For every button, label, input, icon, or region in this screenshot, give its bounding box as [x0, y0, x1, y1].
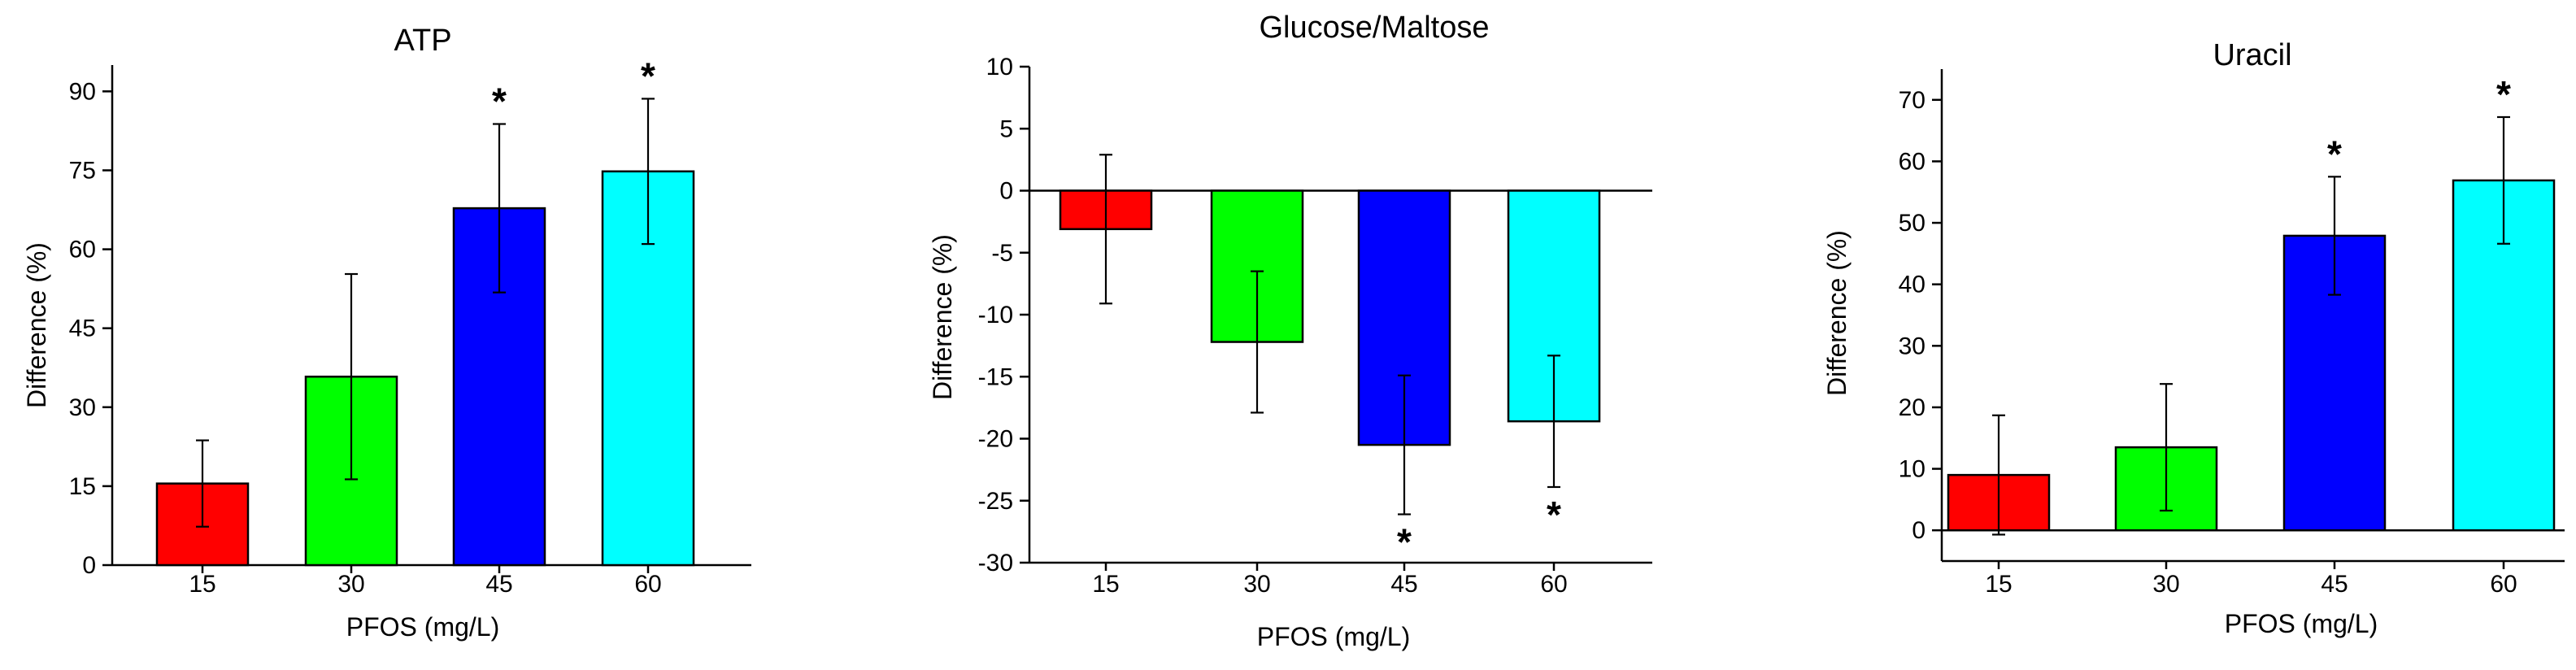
y-tick-label: -30: [978, 550, 1013, 576]
x-tick-label: 60: [634, 571, 661, 598]
x-tick-label: 15: [1092, 571, 1119, 598]
y-tick-label: 0: [82, 552, 96, 579]
significance-marker: *: [641, 54, 655, 97]
y-tick-label: -5: [991, 240, 1013, 267]
y-tick-label: 30: [1899, 333, 1925, 359]
significance-marker: *: [1547, 494, 1561, 536]
y-tick-label: 0: [1912, 517, 1925, 544]
chart-title: ATP: [394, 24, 451, 58]
y-tick-label: 10: [1899, 456, 1925, 483]
chart-panel-uracil: Uracil PFOS (mg/L) Difference (%) 0 10 20 3…: [1822, 38, 2565, 638]
x-tick-label: 45: [2321, 571, 2348, 598]
y-tick-label: -25: [978, 488, 1013, 515]
chart-panel-atp: ATP PFOS (mg/L) Difference (%) 0 15 30 45 60…: [22, 24, 751, 642]
x-tick-label: 15: [1985, 571, 2012, 598]
y-tick-label: 10: [986, 54, 1013, 80]
x-tick-label: 45: [485, 571, 512, 598]
significance-marker: *: [2327, 133, 2342, 175]
x-tick-label: 30: [2152, 571, 2179, 598]
y-tick-label: 45: [69, 315, 96, 342]
significance-marker: *: [1397, 521, 1412, 563]
y-tick-label: 15: [69, 473, 96, 500]
y-tick-label: 30: [69, 394, 96, 421]
y-tick-label: 70: [1899, 87, 1925, 114]
x-tick-label: 60: [1540, 571, 1567, 598]
significance-marker: *: [492, 80, 507, 123]
chart-panel-glucose-maltose: Glucose/Maltose PFOS (mg/L) Difference (…: [928, 11, 1652, 651]
x-tick-label: 30: [1243, 571, 1270, 598]
x-tick-label: 45: [1390, 571, 1417, 598]
y-tick-label: 20: [1899, 394, 1925, 421]
y-tick-label: -10: [978, 302, 1013, 328]
x-axis-label: PFOS (mg/L): [1257, 622, 1410, 651]
y-tick-label: -20: [978, 426, 1013, 453]
x-axis-label: PFOS (mg/L): [2225, 609, 2378, 638]
y-tick-label: 40: [1899, 272, 1925, 298]
y-tick-label: 60: [1899, 148, 1925, 175]
y-tick-label: 50: [1899, 210, 1925, 237]
chart-title: Glucose/Maltose: [1259, 11, 1489, 45]
x-tick-label: 15: [189, 571, 215, 598]
y-tick-label: 5: [999, 115, 1013, 142]
significance-marker: *: [2496, 73, 2511, 115]
y-tick-label: -15: [978, 363, 1013, 390]
y-axis-label: Difference (%): [1822, 230, 1852, 396]
x-tick-label: 30: [337, 571, 364, 598]
chart-title: Uracil: [2213, 38, 2291, 72]
x-axis-label: PFOS (mg/L): [346, 612, 499, 642]
y-tick-label: 60: [69, 237, 96, 263]
y-axis-label: Difference (%): [928, 234, 957, 400]
x-tick-label: 60: [2490, 571, 2517, 598]
y-axis-label: Difference (%): [22, 242, 51, 408]
y-tick-label: 0: [999, 178, 1013, 205]
y-tick-label: 90: [69, 78, 96, 105]
y-tick-label: 75: [69, 157, 96, 184]
